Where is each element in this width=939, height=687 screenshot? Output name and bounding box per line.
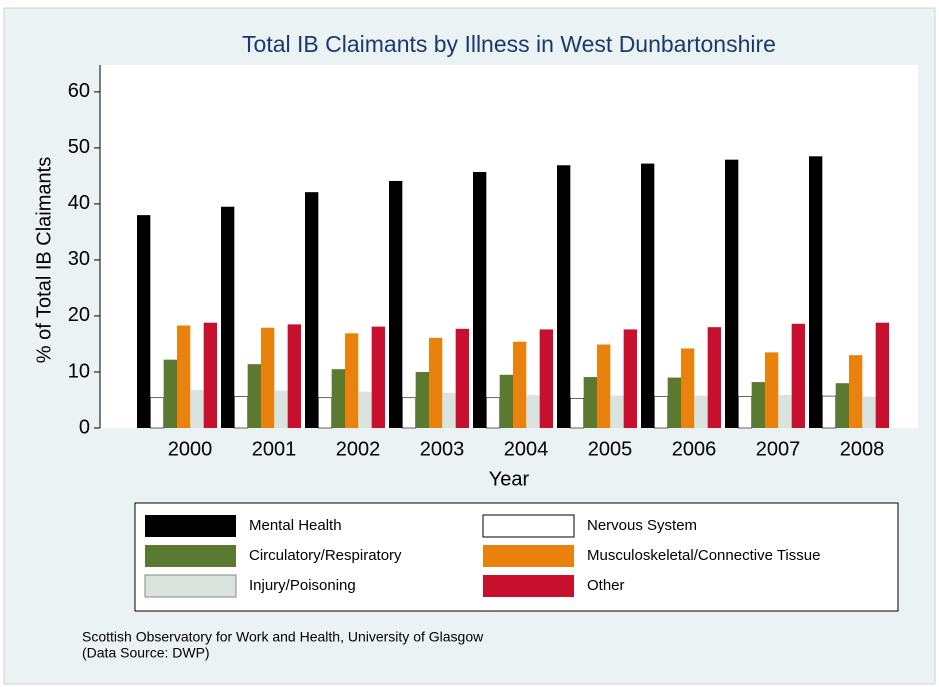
note: (Data Source: DWP) [82, 645, 210, 661]
bar [862, 396, 876, 428]
bar [331, 369, 345, 428]
bar [641, 163, 655, 428]
bar [499, 374, 513, 428]
bar [597, 344, 611, 428]
bar [389, 180, 403, 428]
bar [513, 341, 527, 428]
legend-swatch [144, 574, 237, 598]
x-tick-label: 2000 [168, 438, 213, 460]
bar [137, 215, 151, 428]
bar [371, 326, 385, 428]
x-tick-label: 2003 [420, 438, 465, 460]
bar [654, 396, 668, 429]
bar [221, 206, 235, 428]
bar [751, 382, 765, 428]
bar [442, 392, 456, 428]
x-tick-label: 2001 [252, 438, 297, 460]
legend-label: Other [587, 577, 625, 594]
legend-label: Mental Health [249, 517, 342, 534]
bar [455, 328, 469, 428]
bar [738, 396, 752, 429]
bar [623, 329, 637, 428]
bar [725, 159, 739, 428]
bar [694, 395, 708, 428]
bar [274, 390, 288, 428]
bar [486, 397, 500, 429]
bar [190, 389, 204, 428]
bar [261, 327, 275, 428]
bar [345, 333, 359, 428]
plot-area [100, 65, 918, 428]
y-tick-label: 30 [68, 248, 90, 270]
x-tick-label: 2005 [588, 438, 633, 460]
bar [681, 348, 695, 428]
bar [177, 325, 191, 428]
bar [778, 394, 792, 428]
bar [539, 329, 553, 428]
x-tick-label: 2008 [840, 438, 885, 460]
legend-swatch [145, 515, 236, 537]
bar [557, 165, 571, 429]
bar [809, 156, 823, 428]
y-axis-label: % of Total IB Claimants [33, 157, 55, 363]
bar [203, 322, 217, 428]
bar [415, 371, 429, 428]
y-tick-label: 10 [68, 360, 90, 382]
bar [234, 396, 248, 429]
bar [247, 364, 261, 428]
bar [822, 395, 836, 429]
x-tick-label: 2002 [336, 438, 381, 460]
x-tick-label: 2007 [756, 438, 801, 460]
x-tick-label: 2004 [504, 438, 549, 460]
y-tick-label: 20 [68, 304, 90, 326]
bar [163, 359, 177, 428]
bar [526, 394, 540, 428]
bar [583, 377, 597, 428]
bar [667, 377, 681, 428]
bar [358, 391, 372, 428]
x-axis-label: Year [489, 468, 530, 490]
legend-label: Circulatory/Respiratory [249, 547, 402, 564]
bar [429, 337, 443, 428]
note: Scottish Observatory for Work and Health… [82, 629, 484, 645]
legend-swatch [483, 545, 574, 567]
bar [305, 192, 319, 428]
legend-swatch [482, 514, 575, 538]
legend-label: Injury/Poisoning [249, 577, 356, 594]
bar [287, 324, 301, 428]
chart-title: Total IB Claimants by Illness in West Du… [242, 31, 776, 57]
bar [835, 383, 849, 428]
y-tick-label: 0 [79, 416, 90, 438]
legend-label: Musculoskeletal/Connective Tissue [587, 547, 820, 564]
bar [875, 322, 889, 428]
bar [849, 355, 863, 428]
bar [473, 171, 487, 429]
bar [765, 352, 779, 428]
x-tick-label: 2006 [672, 438, 717, 460]
bar [707, 327, 721, 428]
y-tick-label: 60 [68, 80, 90, 102]
legend-label: Nervous System [587, 517, 697, 534]
y-tick-label: 40 [68, 192, 90, 214]
bar [570, 398, 584, 429]
bar [150, 397, 164, 429]
y-tick-label: 50 [68, 136, 90, 158]
bar [610, 395, 624, 428]
bar [402, 397, 416, 429]
legend-swatch [483, 575, 574, 597]
bar [791, 323, 805, 428]
legend-swatch [145, 545, 236, 567]
bar [318, 397, 332, 429]
